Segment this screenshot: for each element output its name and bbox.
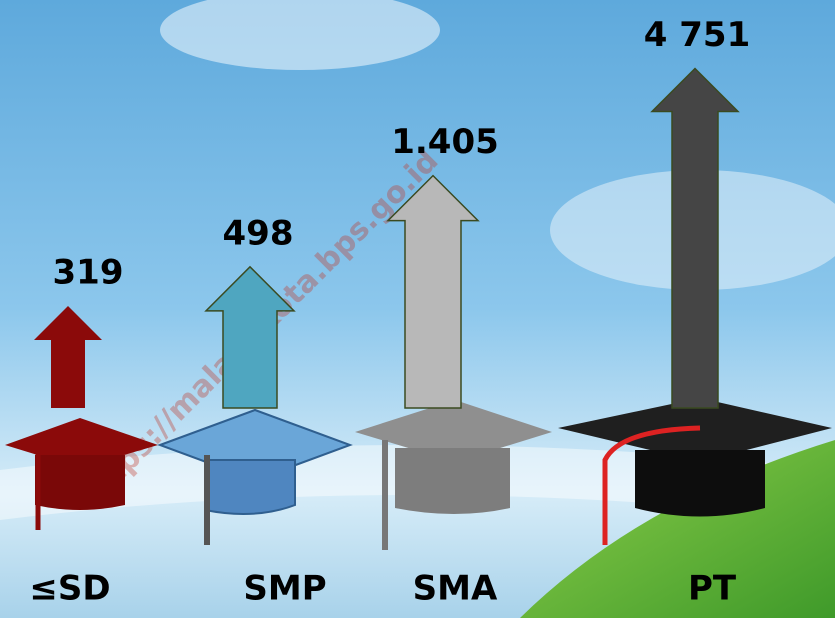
category-label: SMP <box>243 569 326 609</box>
value-label: 319 <box>53 253 124 293</box>
category-label: PT <box>688 569 737 609</box>
value-label: 1.405 <box>391 122 499 162</box>
category-label: ≤SD <box>29 569 110 609</box>
value-label: 4 751 <box>644 15 750 55</box>
value-label: 498 <box>223 213 294 253</box>
category-label: SMA <box>413 569 498 609</box>
chart: https://malangkota.bps.go.id 319≤SD498SM… <box>0 0 835 618</box>
